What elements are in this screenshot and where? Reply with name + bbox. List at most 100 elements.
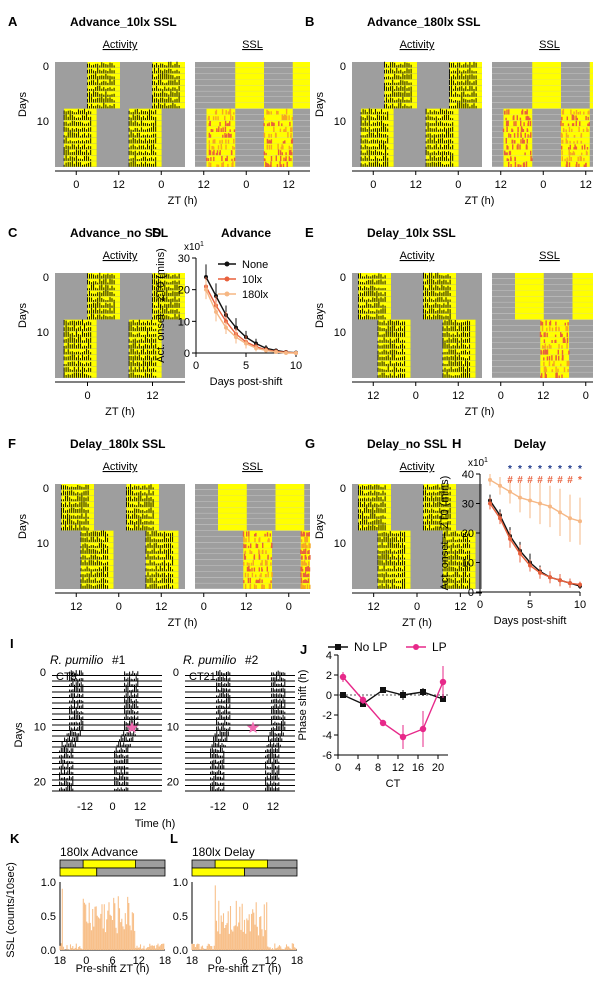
light-period: [129, 331, 162, 337]
significance-mark: *: [548, 464, 552, 475]
panel-letter: D: [152, 225, 161, 240]
y-axis-label: Days: [17, 91, 29, 117]
data-point: [508, 489, 512, 494]
ssl-light-row: [218, 519, 247, 525]
ssl-light-row: [532, 73, 561, 80]
legend-label: LP: [432, 640, 447, 654]
ssl-light-row: [264, 132, 293, 138]
ssl-bars: [208, 138, 235, 144]
ssl-bars: [508, 161, 528, 167]
ssl-light-row: [275, 495, 305, 502]
y-axis-label: Act. onset − ZT0 (mins): [439, 476, 451, 591]
panel-letter: E: [305, 225, 314, 240]
x-tick-label: 18: [159, 955, 171, 967]
ssl-bars: [539, 331, 568, 338]
ssl-dark-row: [195, 132, 310, 138]
significance-mark: #: [557, 475, 563, 486]
x-tick-label: 12: [392, 762, 404, 774]
light-period: [443, 319, 476, 326]
x-tick-label: 12: [454, 601, 466, 613]
ssl-light-row: [532, 97, 561, 103]
ssl-bars: [300, 531, 310, 537]
ssl-bars: [243, 577, 272, 584]
ssl-bars: [263, 132, 292, 138]
light-period: [423, 513, 456, 519]
x-tick-label: 0: [83, 955, 89, 967]
activity-bars: [358, 272, 471, 378]
light-period: [152, 296, 185, 302]
x-axis-label: ZT (h): [465, 406, 495, 418]
y-tick: 0: [43, 483, 49, 495]
significance-mark: *: [538, 464, 542, 475]
ssl-light-row: [218, 507, 247, 513]
ssl-dark-row: [195, 507, 310, 513]
ssl-light-row: [292, 91, 310, 97]
ssl-light-row: [540, 325, 570, 332]
series-line-No-LP: [342, 689, 444, 705]
y-tick: 20: [34, 777, 46, 789]
ssl-light-row: [235, 91, 264, 97]
data-point: [578, 519, 582, 524]
animal-name: R. pumilio: [50, 653, 104, 667]
ssl-histogram-bars: [59, 888, 165, 950]
ssl-light-row: [275, 507, 305, 513]
x-axis-label: Days post-shift: [210, 376, 283, 388]
light-period: [129, 319, 162, 326]
data-point: [488, 477, 492, 482]
ssl-bars: [214, 108, 235, 115]
ssl-light-row: [206, 120, 236, 126]
ssl-dark-row: [492, 143, 593, 150]
panel-letter: G: [305, 436, 315, 451]
ssl-light-row: [589, 97, 593, 103]
ssl-bars: [561, 149, 588, 156]
ssl-light-row: [532, 91, 561, 97]
ssl-light-row: [589, 79, 593, 86]
axis-multiplier-exp: 1: [484, 457, 488, 464]
x-tick: -12: [77, 801, 93, 813]
lighting-bar-light: [214, 859, 269, 869]
ssl-dark-row: [195, 114, 310, 121]
ssl-light-row: [503, 108, 533, 115]
ssl-dark-row: [492, 137, 593, 144]
ssl-light-row: [235, 67, 264, 74]
ssl-light-row: [503, 120, 533, 126]
ssl-light-row: [275, 513, 305, 519]
ssl-dark-row: [195, 108, 310, 115]
light-period: [81, 565, 114, 572]
light-period: [146, 554, 179, 560]
histogram-L: L 180lx Delay 0.0 0.5 1.0 18 0 6 12 18 Pre-shift Z…: [170, 831, 303, 975]
light-period: [426, 126, 459, 132]
x-axis-label: CT: [386, 778, 401, 790]
ssl-dark-row: [195, 126, 310, 132]
light-period: [152, 308, 185, 314]
lighting-bar-dark: [244, 867, 298, 877]
x-tick-label: 0: [498, 390, 504, 402]
x-tick-label: 20: [432, 762, 444, 774]
data-point: [339, 673, 347, 681]
ssl-bars: [263, 155, 292, 162]
ssl-bars: [560, 132, 583, 138]
ssl-light-row: [275, 489, 305, 496]
legend-marker: [224, 291, 230, 297]
x-tick-label: 0: [243, 179, 249, 191]
ssl-light-row: [206, 161, 236, 167]
ssl-bars: [502, 126, 529, 132]
ssl-bars: [541, 343, 568, 349]
y-tick-label: 0: [184, 348, 190, 360]
y-tick: 20: [167, 777, 179, 789]
ssl-bars: [207, 114, 234, 121]
ssl-light-row: [264, 114, 293, 121]
ssl-light-row: [540, 331, 570, 337]
light-period: [443, 348, 476, 355]
y-axis-label: Act. onset − ZT0 (mins): [155, 248, 167, 363]
x-tick-label: 0: [414, 601, 420, 613]
panel-title: Advance_180lx SSL: [367, 15, 480, 29]
ssl-light-row: [532, 62, 561, 68]
x-tick: 0: [242, 801, 248, 813]
ssl-bars: [263, 114, 293, 121]
subtitle-ssl: SSL: [539, 250, 560, 262]
ssl-bars: [244, 571, 273, 578]
legend-label: None: [242, 259, 268, 271]
